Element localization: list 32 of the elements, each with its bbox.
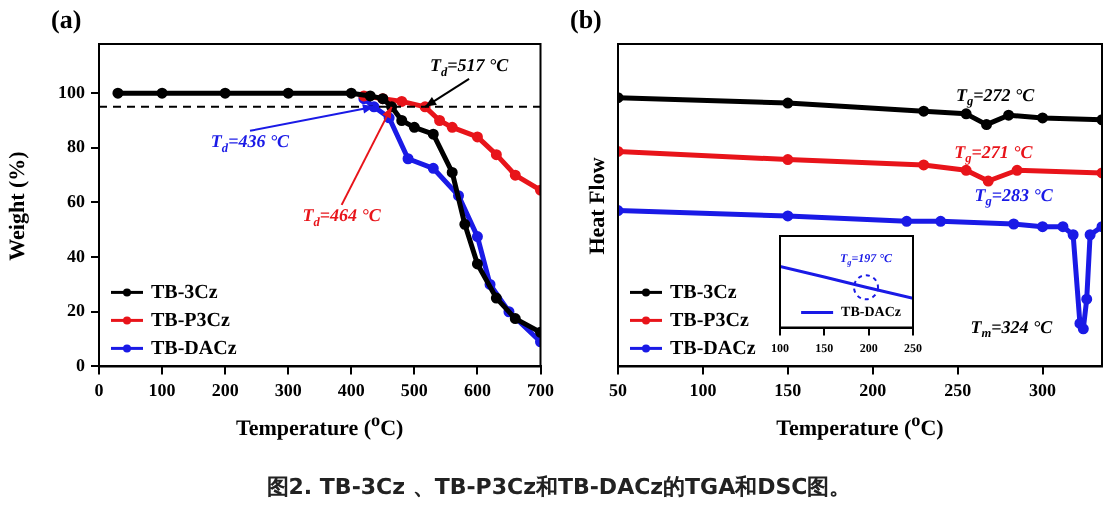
x-tick-label: 100: [148, 379, 177, 400]
x-tick-label: 200: [859, 379, 888, 400]
y-tick-label: 100: [58, 81, 86, 102]
y-tick-label: 40: [67, 245, 86, 266]
legend-label: TB-P3Cz: [670, 309, 750, 332]
x-tick-label: 700: [527, 379, 555, 400]
legend-label: TB-3Cz: [151, 281, 219, 304]
x-tick-label: 0: [94, 379, 105, 400]
y-tick-label: 20: [67, 300, 86, 321]
y-tick-label: 60: [67, 191, 86, 212]
legend-label: TB-DACz: [151, 337, 238, 360]
x-tick-label: 300: [274, 379, 303, 400]
chart-title: (b): [570, 4, 602, 36]
x-tick-label: 50: [609, 379, 628, 400]
x-tick-label: 400: [337, 379, 366, 400]
x-axis-title: Temperature ($^{o}$C): [776, 410, 944, 442]
legend-label: TB-3Cz: [670, 281, 738, 304]
y-axis-title: Weight (%): [6, 150, 30, 260]
x-tick-label: 200: [211, 379, 240, 400]
legend-label: TB-P3Cz: [151, 309, 231, 332]
x-tick-label: 100: [689, 379, 718, 400]
x-tick-label: 600: [463, 379, 492, 400]
x-tick-label: 300: [1029, 379, 1058, 400]
x-tick-label: 500: [400, 379, 429, 400]
x-axis-title: Temperature ($^{o}$C): [236, 410, 404, 442]
legend-label: TB-DACz: [670, 337, 757, 360]
y-tick-label: 80: [67, 136, 86, 157]
x-tick-label: 150: [774, 379, 803, 400]
caption: 图2. TB-3Cz 、TB-P3Cz和TB-DACz的TGA和DSC图。: [264, 472, 854, 502]
y-axis-title: Heat Flow: [586, 156, 610, 254]
x-tick-label: 250: [944, 379, 973, 400]
chart-title: (a): [51, 4, 82, 36]
